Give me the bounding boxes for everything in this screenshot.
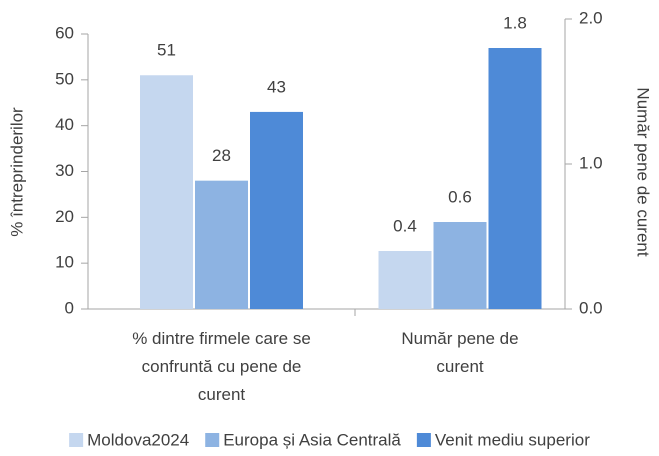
y-tick-label: 30 [55, 161, 74, 180]
bar [140, 75, 193, 309]
bar [433, 222, 487, 309]
data-label: 51 [157, 41, 176, 60]
y-tick-label: 20 [55, 207, 74, 226]
legend-label: Venit mediu superior [435, 430, 590, 449]
bar [488, 48, 542, 309]
data-label: 43 [267, 77, 286, 96]
data-label: 1.8 [503, 13, 527, 32]
bar [250, 111, 303, 310]
y-tick-label: 50 [55, 69, 74, 88]
y-tick-label: 0 [65, 298, 74, 317]
bar [378, 251, 432, 309]
y-tick-label: 60 [55, 23, 74, 42]
y2-tick-label: 0.0 [579, 298, 603, 317]
x-tick-label: % dintre firmele care se confruntă cu pen… [132, 329, 311, 404]
x-tick-label: Număr pene de curent [401, 329, 518, 376]
y2-axis-label: Număr pene de curent [634, 87, 653, 256]
data-label: 0.6 [448, 187, 472, 206]
y-axis-label: % întreprinderilor [7, 107, 26, 237]
legend-swatch [69, 433, 84, 447]
legend-label: Europa și Asia Centrală [223, 430, 401, 449]
y-tick-label: 40 [55, 115, 74, 134]
data-label: 0.4 [393, 216, 417, 235]
y2-tick-label: 2.0 [579, 8, 603, 27]
legend-swatch [205, 433, 220, 447]
y-tick-label: 10 [55, 253, 74, 272]
legend-swatch [416, 433, 431, 447]
legend-label: Moldova2024 [87, 430, 189, 449]
bar [195, 180, 248, 309]
data-label: 28 [212, 146, 231, 165]
y2-tick-label: 1.0 [579, 153, 603, 172]
